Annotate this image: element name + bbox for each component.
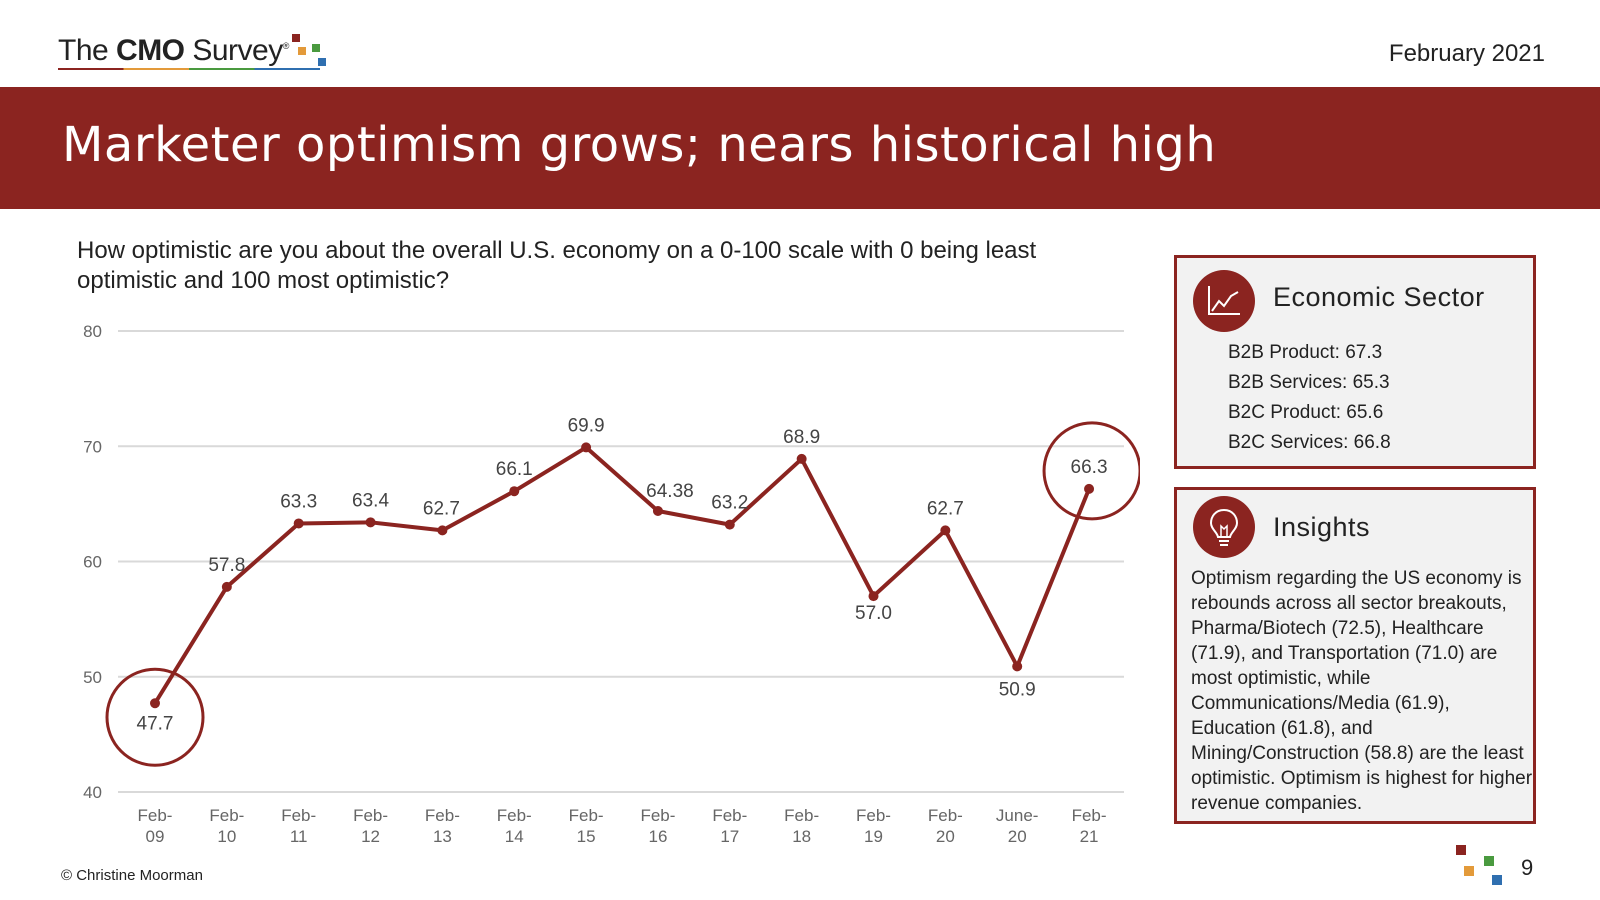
x-tick-label: Feb- [856, 806, 891, 825]
data-label: 63.4 [352, 490, 389, 511]
lightbulb-icon [1193, 496, 1255, 558]
sector-item: B2B Services: 65.3 [1228, 372, 1390, 393]
x-tick-label: 15 [577, 827, 596, 846]
highlight-circle [1042, 421, 1140, 521]
footer-square-orange [1464, 866, 1474, 876]
data-label: 68.9 [783, 427, 820, 448]
data-label: 62.7 [927, 498, 964, 519]
data-label: 57.0 [855, 603, 892, 624]
x-tick-label: 21 [1080, 827, 1099, 846]
data-point [724, 519, 735, 530]
insights-title: Insights [1273, 512, 1371, 542]
x-tick-label: Feb- [209, 806, 244, 825]
data-point [437, 525, 448, 536]
x-tick-label: Feb- [353, 806, 388, 825]
footer-square-green [1484, 856, 1494, 866]
sector-item: B2C Services: 66.8 [1228, 432, 1391, 453]
x-tick-label: Feb- [1072, 806, 1107, 825]
x-tick-label: Feb- [497, 806, 532, 825]
y-tick-label: 50 [83, 668, 102, 687]
logo-square-green [312, 44, 320, 52]
data-label: 69.9 [568, 415, 605, 436]
footer-square-blue [1492, 875, 1502, 885]
y-tick-label: 70 [83, 437, 102, 456]
x-tick-label: 18 [792, 827, 811, 846]
sector-item: B2C Product: 65.6 [1228, 402, 1384, 423]
data-point [940, 525, 951, 536]
data-label: 63.2 [711, 493, 748, 514]
x-tick-label: 20 [1008, 827, 1027, 846]
optimism-line-chart: 40 50 60 70 80 47.7 57.8 63.3 63.4 62.7 66.1 69.9 64… [83, 322, 1140, 846]
insights-panel: Insights Optimism regarding the US econo… [1174, 487, 1536, 824]
highlight-circle [105, 667, 205, 767]
x-tick-label: 09 [146, 827, 165, 846]
x-tick-label: Feb- [138, 806, 173, 825]
data-point [796, 453, 807, 464]
x-tick-label: 12 [361, 827, 380, 846]
data-point [365, 517, 376, 528]
data-label: 57.8 [208, 555, 245, 576]
data-label: 63.3 [280, 491, 317, 512]
data-point [581, 442, 592, 453]
x-tick-label: 13 [433, 827, 452, 846]
x-tick-label: Feb- [640, 806, 675, 825]
data-point [221, 581, 232, 592]
data-point [150, 698, 160, 709]
footer-square-red [1456, 845, 1466, 855]
data-point [652, 506, 663, 517]
page-number: 9 [1521, 855, 1534, 880]
survey-question: How optimistic are you about the overall… [77, 237, 1037, 294]
x-tick-label: 14 [505, 827, 524, 846]
data-point [1084, 483, 1095, 494]
data-point [1012, 661, 1023, 672]
logo-square-orange [298, 47, 306, 55]
x-tick-label: Feb- [425, 806, 460, 825]
logo-underline [58, 68, 320, 70]
data-point [293, 518, 304, 529]
data-label: 62.7 [423, 498, 460, 519]
logo-square-blue [318, 58, 326, 66]
x-tick-label: Feb- [281, 806, 316, 825]
slide-title: Marketer optimism grows; nears historica… [62, 117, 1217, 173]
x-tick-label: June- [996, 806, 1039, 825]
data-label: 64.38 [646, 481, 694, 502]
logo-square-red [292, 34, 300, 42]
y-tick-label: 60 [83, 553, 102, 572]
insights-text: Optimism regarding the US economy is reb… [1191, 568, 1533, 814]
y-tick-label: 80 [83, 322, 102, 341]
data-label: 50.9 [999, 679, 1036, 700]
data-label: 47.7 [137, 713, 174, 734]
series-line [153, 445, 1091, 705]
data-point [868, 591, 879, 602]
line-chart-icon [1193, 270, 1255, 332]
x-tick-label: 20 [936, 827, 955, 846]
x-tick-label: Feb- [784, 806, 819, 825]
report-date: February 2021 [1388, 40, 1545, 67]
data-point [509, 486, 520, 497]
x-tick-label: 11 [290, 827, 308, 846]
x-tick-label: 17 [720, 827, 739, 846]
x-tick-label: 19 [864, 827, 883, 846]
x-tick-label: 16 [648, 827, 667, 846]
x-tick-label: Feb- [712, 806, 747, 825]
x-tick-label: Feb- [928, 806, 963, 825]
sector-item: B2B Product: 67.3 [1228, 342, 1383, 363]
economic-sector-panel: Economic Sector B2B Product: 67.3 B2B Se… [1174, 255, 1536, 469]
economic-sector-title: Economic Sector [1273, 282, 1485, 312]
sector-list: B2B Product: 67.3 B2B Services: 65.3 B2C… [1228, 338, 1391, 458]
x-tick-label: 10 [217, 827, 236, 846]
x-tick-label: Feb- [569, 806, 604, 825]
title-banner: Marketer optimism grows; nears historica… [0, 87, 1600, 209]
data-label: 66.3 [1071, 457, 1108, 478]
y-tick-label: 40 [83, 783, 102, 802]
copyright-notice: © Christine Moorman [61, 867, 203, 884]
data-label: 66.1 [496, 459, 533, 480]
logo-text: The CMO Survey® [58, 34, 289, 67]
